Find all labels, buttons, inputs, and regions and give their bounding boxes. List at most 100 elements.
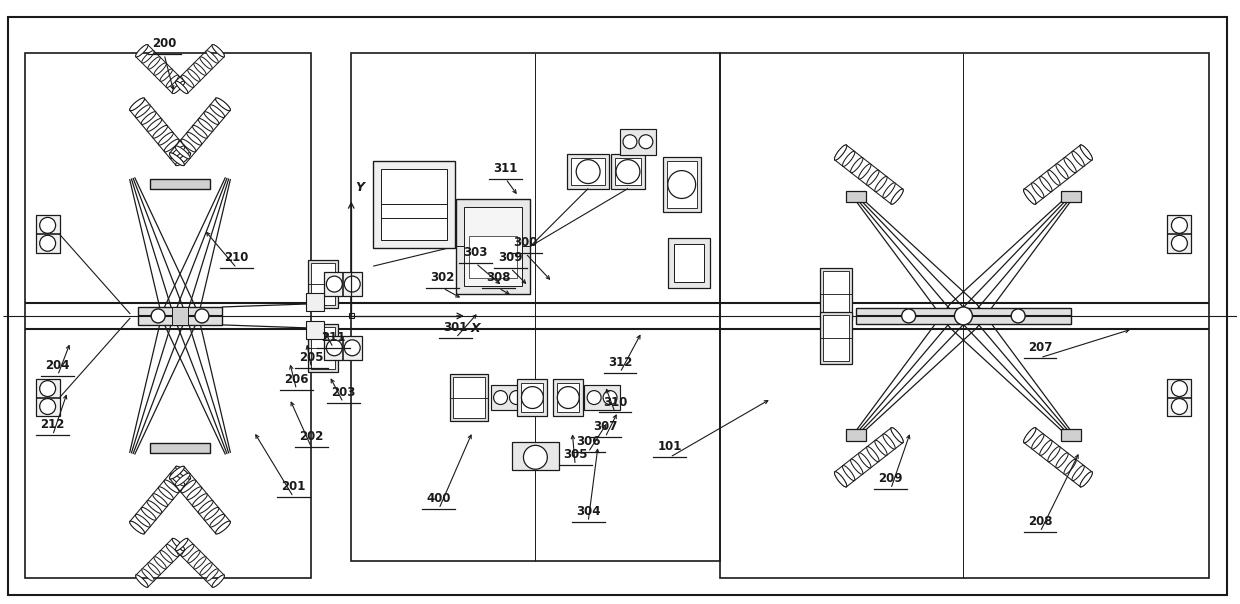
Bar (1061, 190, 1081, 202)
Ellipse shape (141, 112, 156, 124)
Bar (856, 308, 1071, 324)
Text: 201: 201 (281, 480, 306, 493)
Ellipse shape (1055, 164, 1068, 179)
Text: Y: Y (355, 181, 365, 194)
Bar (567, 154, 609, 189)
Bar (150, 443, 210, 453)
Bar (572, 158, 605, 185)
Text: 208: 208 (1028, 515, 1053, 528)
Ellipse shape (135, 514, 150, 527)
Ellipse shape (198, 118, 213, 131)
Ellipse shape (135, 105, 150, 118)
Ellipse shape (835, 472, 847, 487)
Circle shape (40, 236, 56, 251)
Bar (469, 236, 517, 278)
Circle shape (432, 204, 448, 219)
Bar (719, 53, 1209, 578)
Ellipse shape (135, 575, 148, 587)
Text: 306: 306 (575, 435, 600, 448)
Ellipse shape (176, 466, 191, 479)
Ellipse shape (172, 538, 185, 551)
Bar (823, 271, 849, 317)
Ellipse shape (210, 105, 224, 118)
Ellipse shape (205, 507, 219, 520)
Ellipse shape (874, 176, 887, 191)
Ellipse shape (867, 170, 879, 185)
Ellipse shape (170, 153, 185, 165)
Ellipse shape (200, 57, 212, 69)
Bar (172, 307, 188, 325)
Circle shape (510, 391, 523, 405)
Text: 312: 312 (608, 356, 632, 368)
Circle shape (40, 381, 56, 397)
Circle shape (494, 391, 507, 405)
Bar (150, 179, 210, 188)
Bar (306, 321, 325, 339)
Circle shape (639, 135, 652, 149)
Ellipse shape (1024, 428, 1035, 443)
Ellipse shape (835, 472, 847, 487)
Ellipse shape (1039, 440, 1052, 455)
Ellipse shape (867, 446, 879, 461)
Text: 202: 202 (299, 430, 324, 443)
Text: 209: 209 (878, 472, 903, 485)
Ellipse shape (166, 544, 179, 557)
Bar (351, 53, 719, 561)
Ellipse shape (835, 145, 847, 160)
Ellipse shape (141, 51, 154, 63)
Ellipse shape (890, 189, 903, 204)
Bar (36, 379, 60, 417)
Ellipse shape (146, 118, 161, 131)
Ellipse shape (883, 434, 895, 449)
Bar (138, 307, 222, 325)
Circle shape (384, 204, 401, 219)
Ellipse shape (892, 428, 903, 443)
Ellipse shape (842, 151, 854, 167)
Circle shape (345, 276, 360, 292)
Ellipse shape (154, 557, 166, 569)
Ellipse shape (216, 521, 231, 534)
Bar (820, 312, 852, 364)
Bar (311, 327, 335, 368)
Circle shape (1172, 399, 1188, 414)
Circle shape (1011, 309, 1025, 323)
Ellipse shape (176, 81, 187, 94)
Bar (522, 382, 543, 413)
Bar (1168, 379, 1192, 417)
Ellipse shape (154, 63, 166, 76)
Text: 311: 311 (494, 162, 518, 175)
Text: 307: 307 (593, 420, 618, 434)
Circle shape (901, 309, 915, 323)
Ellipse shape (175, 81, 187, 94)
Bar (381, 169, 446, 240)
Ellipse shape (212, 45, 224, 57)
Ellipse shape (148, 57, 160, 69)
Ellipse shape (1064, 459, 1076, 474)
Circle shape (40, 217, 56, 233)
Ellipse shape (130, 98, 145, 111)
Ellipse shape (164, 139, 179, 152)
Text: 206: 206 (284, 373, 309, 385)
Bar (491, 385, 527, 411)
Ellipse shape (192, 493, 207, 507)
Ellipse shape (176, 538, 187, 551)
Ellipse shape (874, 440, 887, 455)
Circle shape (1172, 217, 1188, 233)
Bar (453, 377, 485, 419)
Circle shape (522, 387, 543, 408)
Ellipse shape (159, 132, 174, 145)
Text: 304: 304 (575, 505, 600, 518)
Ellipse shape (141, 507, 156, 520)
Ellipse shape (187, 132, 202, 145)
Ellipse shape (1023, 189, 1035, 204)
Circle shape (402, 204, 418, 219)
Ellipse shape (181, 139, 196, 152)
Bar (373, 161, 455, 248)
Text: 400: 400 (427, 492, 451, 505)
Text: 204: 204 (46, 359, 69, 371)
Bar (668, 239, 709, 288)
Ellipse shape (166, 75, 179, 88)
Ellipse shape (187, 550, 200, 563)
Ellipse shape (135, 45, 148, 57)
Ellipse shape (170, 466, 185, 479)
